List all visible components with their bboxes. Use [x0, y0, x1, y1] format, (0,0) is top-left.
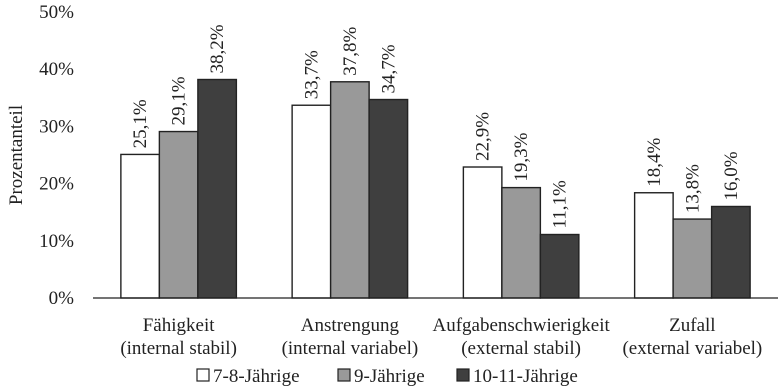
- data-label: 19,3%: [511, 132, 532, 181]
- category-label: (internal stabil): [120, 338, 237, 359]
- legend-swatch: [196, 368, 210, 382]
- y-tick-label: 20%: [39, 174, 74, 195]
- bar: [368, 98, 409, 299]
- bar: [120, 153, 161, 299]
- bar: [710, 205, 751, 299]
- data-label: 29,1%: [169, 76, 190, 125]
- bar: [501, 186, 542, 299]
- data-labels: 25,1% 29,1% 38,2% 33,7% 37,8% 34,7% 22,9% 19,3%…: [130, 24, 742, 228]
- data-label: 22,9%: [473, 112, 494, 161]
- y-tick-label: 30%: [39, 116, 74, 137]
- data-label: 11,1%: [550, 180, 571, 229]
- data-label: 13,8%: [682, 164, 703, 213]
- y-tick-label: 0%: [49, 288, 75, 309]
- data-label: 37,8%: [340, 27, 361, 76]
- legend-item: 9-Jährige: [337, 366, 425, 387]
- category-label: Anstrengung: [301, 315, 400, 336]
- y-tick-label: 10%: [39, 231, 74, 252]
- y-axis-label: Prozentanteil: [6, 105, 27, 205]
- category-label: (external stabil): [461, 338, 581, 359]
- bar: [633, 192, 674, 299]
- data-label: 33,7%: [301, 50, 322, 99]
- y-tick-label: 50%: [39, 2, 74, 23]
- data-label: 34,7%: [378, 44, 399, 93]
- legend-swatch: [456, 368, 470, 382]
- data-label: 25,1%: [130, 99, 151, 148]
- legend-label: 7-8-Jährige: [213, 366, 300, 387]
- legend-label: 10-11-Jährige: [473, 366, 578, 387]
- legend-item: 10-11-Jährige: [456, 366, 578, 387]
- data-label: 16,0%: [721, 151, 742, 200]
- category-label: Zufall: [669, 315, 715, 336]
- y-tick-label: 40%: [39, 59, 74, 80]
- bars: [120, 78, 751, 299]
- bar: [291, 104, 332, 299]
- bar: [672, 218, 713, 299]
- category-label: Fähigkeit: [143, 315, 215, 336]
- bar: [197, 78, 238, 299]
- y-axis: 0% 10% 20% 30% 40% 50%: [39, 2, 74, 309]
- category-label: (internal variabel): [282, 338, 419, 359]
- category-label: (external variabel): [622, 338, 762, 359]
- category-label: Aufgabenschwierigkeit: [432, 315, 610, 336]
- bar: [158, 130, 199, 299]
- bar: [539, 233, 580, 299]
- x-axis: Fähigkeit(internal stabil) Anstrengung(in…: [93, 297, 778, 359]
- data-label: 38,2%: [207, 24, 228, 73]
- legend-item: 7-8-Jährige: [196, 366, 300, 387]
- legend-label: 9-Jährige: [354, 366, 425, 387]
- legend-swatch: [337, 368, 351, 382]
- legend: 7-8-Jährige 9-Jährige 10-11-Jährige: [196, 366, 578, 387]
- data-label: 18,4%: [644, 138, 665, 187]
- bar: [329, 81, 370, 299]
- bar: [462, 166, 503, 299]
